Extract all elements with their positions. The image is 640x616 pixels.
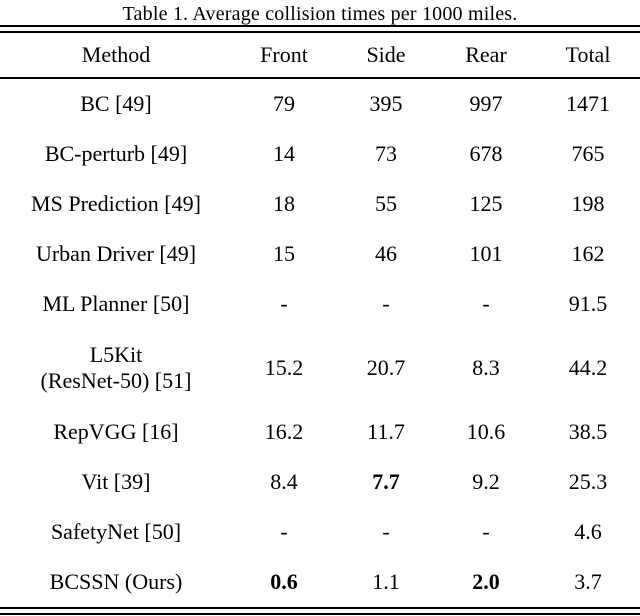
- value-cell: -: [280, 519, 288, 544]
- method-line: BC [49]: [80, 91, 152, 116]
- col-header-total: Total: [536, 33, 640, 79]
- method-cell: BC-perturb [49]: [0, 129, 232, 179]
- value-cell: 10.6: [466, 419, 506, 444]
- value-cell: 46: [375, 241, 397, 266]
- value-cell: 7.7: [372, 469, 400, 494]
- value-cell: 14: [273, 141, 295, 166]
- method-line: ML Planner [50]: [42, 291, 190, 316]
- value-cell: 3.7: [574, 569, 602, 594]
- value-cell: 0.6: [270, 569, 298, 594]
- method-cell: BC [49]: [0, 78, 232, 129]
- table-caption: Table 1. Average collision times per 100…: [122, 3, 518, 25]
- method-cell: BCSSN (Ours): [0, 557, 232, 607]
- value-cell: 73: [375, 141, 397, 166]
- method-line: Vit [39]: [81, 469, 151, 494]
- table-row: BC-perturb [49] 14 73 678 765: [0, 129, 640, 179]
- value-cell: 8.4: [270, 469, 298, 494]
- method-line: MS Prediction [49]: [31, 191, 201, 216]
- table-row: MS Prediction [49] 18 55 125 198: [0, 179, 640, 229]
- method-cell: Vit [39]: [0, 457, 232, 507]
- method-line: L5Kit: [89, 342, 143, 367]
- method-cell: RepVGG [16]: [0, 407, 232, 457]
- method-cell: Urban Driver [49]: [0, 229, 232, 279]
- value-cell: 1.1: [372, 569, 400, 594]
- value-cell: 765: [571, 141, 605, 166]
- col-header-front: Front: [232, 33, 336, 79]
- value-cell: 8.3: [472, 355, 500, 380]
- table-row: BC [49] 79 395 997 1471: [0, 78, 640, 129]
- method-line: Urban Driver [49]: [35, 241, 197, 266]
- value-cell: -: [482, 291, 490, 316]
- method-line: RepVGG [16]: [53, 419, 179, 444]
- value-cell: 16.2: [264, 419, 304, 444]
- value-cell: 20.7: [366, 355, 406, 380]
- value-cell: 91.5: [568, 291, 608, 316]
- table-row: ML Planner [50] - - - 91.5: [0, 279, 640, 329]
- value-cell: 2.0: [472, 569, 500, 594]
- value-cell: 997: [469, 91, 503, 116]
- table-row: L5Kit (ResNet-50) [51] 15.2 20.7 8.3 44.2: [0, 329, 640, 407]
- value-cell: 162: [571, 241, 605, 266]
- header-row: Method Front Side Rear Total: [0, 33, 640, 79]
- value-cell: -: [280, 291, 288, 316]
- value-cell: 101: [469, 241, 503, 266]
- table-row: RepVGG [16] 16.2 11.7 10.6 38.5: [0, 407, 640, 457]
- value-cell: 79: [273, 91, 295, 116]
- value-cell: 55: [375, 191, 397, 216]
- value-cell: 125: [469, 191, 503, 216]
- method-line: (ResNet-50) [51]: [40, 368, 192, 393]
- method-cell: L5Kit (ResNet-50) [51]: [0, 329, 232, 407]
- value-cell: 198: [571, 191, 605, 216]
- value-cell: 18: [273, 191, 295, 216]
- method-cell: MS Prediction [49]: [0, 179, 232, 229]
- col-header-method: Method: [0, 33, 232, 79]
- value-cell: 15: [273, 241, 295, 266]
- value-cell: 15.2: [264, 355, 304, 380]
- value-cell: 4.6: [574, 519, 602, 544]
- value-cell: 44.2: [568, 355, 608, 380]
- table-row: Vit [39] 8.4 7.7 9.2 25.3: [0, 457, 640, 507]
- table-row: SafetyNet [50] - - - 4.6: [0, 507, 640, 557]
- method-cell: ML Planner [50]: [0, 279, 232, 329]
- method-line: BCSSN (Ours): [49, 569, 183, 594]
- table-row: Urban Driver [49] 15 46 101 162: [0, 229, 640, 279]
- col-header-side: Side: [336, 33, 436, 79]
- method-line: BC-perturb [49]: [44, 141, 188, 166]
- value-cell: 1471: [566, 91, 610, 116]
- method-line: SafetyNet [50]: [50, 519, 182, 544]
- value-cell: -: [382, 519, 390, 544]
- table-row: BCSSN (Ours) 0.6 1.1 2.0 3.7: [0, 557, 640, 607]
- value-cell: 678: [469, 141, 503, 166]
- value-cell: 38.5: [568, 419, 608, 444]
- col-header-rear: Rear: [436, 33, 536, 79]
- method-cell: SafetyNet [50]: [0, 507, 232, 557]
- value-cell: 25.3: [568, 469, 608, 494]
- value-cell: 9.2: [472, 469, 500, 494]
- collision-table: Method Front Side Rear Total BC [49] 79 39…: [0, 33, 640, 607]
- value-cell: -: [482, 519, 490, 544]
- bottom-double-rule: [0, 607, 640, 615]
- value-cell: -: [382, 291, 390, 316]
- value-cell: 395: [369, 91, 403, 116]
- table-body: BC [49] 79 395 997 1471 BC-perturb [49] 14 73 67…: [0, 78, 640, 607]
- top-double-rule: [0, 25, 640, 33]
- value-cell: 11.7: [367, 419, 405, 444]
